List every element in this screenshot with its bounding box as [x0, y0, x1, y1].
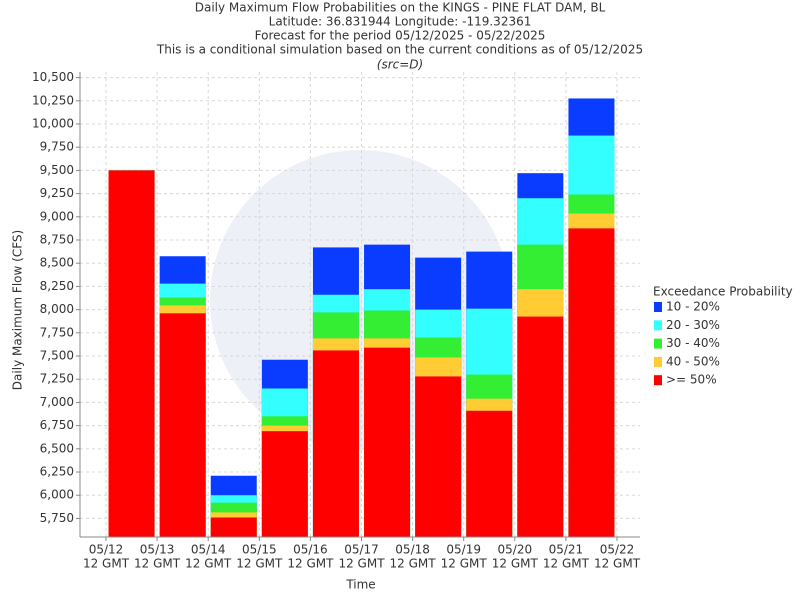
legend-swatch	[654, 338, 662, 349]
y-tick-label: 9,250	[40, 186, 74, 200]
legend-title: Exceedance Probability	[653, 285, 793, 299]
y-tick-label: 9,750	[40, 140, 74, 154]
y-tick-label: 6,250	[40, 465, 74, 479]
chart-subtitle: (src=D)	[377, 58, 423, 72]
x-tick-label: 05/13	[140, 543, 175, 557]
x-tick-label: 12 GMT	[543, 557, 590, 571]
x-tick-label: 05/19	[446, 543, 481, 557]
chart-title: Forecast for the period 05/12/2025 - 05/…	[255, 29, 546, 43]
y-tick-label: 10,500	[32, 70, 74, 84]
x-tick-label: 05/21	[549, 543, 584, 557]
legend-label: >= 50%	[666, 373, 717, 387]
bar	[210, 517, 257, 537]
x-axis-label: Time	[345, 578, 375, 592]
x-tick-label: 12 GMT	[390, 557, 437, 571]
x-tick-label: 12 GMT	[492, 557, 539, 571]
x-tick-label: 05/14	[191, 543, 226, 557]
legend-label: 10 - 20%	[666, 300, 720, 314]
y-tick-label: 7,500	[40, 349, 74, 363]
x-tick-label: 12 GMT	[441, 557, 488, 571]
y-tick-label: 7,750	[40, 325, 74, 339]
bar	[364, 347, 411, 537]
y-tick-label: 6,750	[40, 418, 74, 432]
x-tick-label: 05/15	[242, 543, 277, 557]
x-tick-label: 05/12	[89, 543, 124, 557]
x-tick-label: 12 GMT	[287, 557, 334, 571]
x-tick-label: 05/18	[395, 543, 430, 557]
x-tick-label: 12 GMT	[134, 557, 181, 571]
bar	[568, 228, 615, 537]
x-tick-label: 05/16	[293, 543, 328, 557]
y-tick-label: 8,000	[40, 302, 74, 316]
legend-swatch	[654, 356, 662, 367]
bar	[466, 410, 513, 537]
chart-title: This is a conditional simulation based o…	[156, 43, 643, 57]
x-tick-label: 05/17	[344, 543, 379, 557]
y-tick-label: 8,750	[40, 232, 74, 246]
y-tick-label: 8,500	[40, 256, 74, 270]
y-tick-label: 7,000	[40, 395, 74, 409]
legend-swatch	[654, 302, 662, 312]
legend-label: 20 - 30%	[666, 318, 720, 332]
x-tick-label: 12 GMT	[236, 557, 283, 571]
chart-title: Daily Maximum Flow Probabilities on the …	[195, 1, 606, 15]
chart-title: Latitude: 36.831944 Longitude: -119.3236…	[269, 15, 532, 29]
legend-label: 40 - 50%	[666, 354, 720, 368]
legend-swatch	[654, 320, 662, 331]
bar	[108, 170, 155, 537]
bar	[159, 313, 206, 537]
y-tick-label: 9,500	[40, 163, 74, 177]
legend-swatch	[654, 375, 662, 386]
x-tick-label: 12 GMT	[83, 557, 130, 571]
watermark	[210, 150, 510, 450]
y-tick-label: 9,000	[40, 209, 74, 223]
bar	[312, 350, 359, 537]
y-tick-label: 8,250	[40, 279, 74, 293]
x-tick-label: 12 GMT	[185, 557, 232, 571]
x-tick-label: 12 GMT	[594, 557, 641, 571]
legend-label: 30 - 40%	[666, 336, 720, 350]
y-tick-label: 10,250	[32, 93, 74, 107]
y-tick-label: 5,750	[40, 511, 74, 525]
bar	[261, 431, 308, 537]
x-tick-label: 05/20	[498, 543, 533, 557]
y-axis-label: Daily Maximum Flow (CFS)	[11, 230, 25, 390]
x-tick-label: 12 GMT	[338, 557, 385, 571]
bar	[415, 376, 462, 537]
y-tick-label: 7,250	[40, 372, 74, 386]
y-tick-label: 10,000	[32, 116, 74, 130]
bar	[517, 316, 564, 537]
x-tick-label: 05/22	[600, 543, 635, 557]
y-tick-label: 6,000	[40, 488, 74, 502]
y-tick-label: 6,500	[40, 441, 74, 455]
